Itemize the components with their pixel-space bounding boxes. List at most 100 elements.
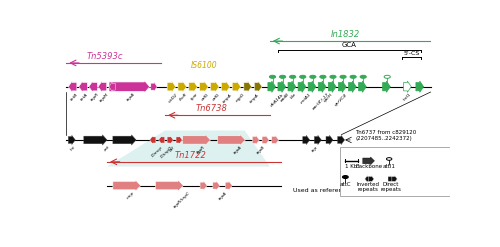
Text: attC: attC <box>340 182 351 186</box>
Text: tnpM: tnpM <box>99 92 110 103</box>
Polygon shape <box>150 136 156 144</box>
Text: Used as reference: Used as reference <box>293 188 350 193</box>
Text: Tn1722: Tn1722 <box>174 151 206 160</box>
Polygon shape <box>200 181 207 190</box>
Text: Direct
repeats: Direct repeats <box>380 182 402 192</box>
Polygon shape <box>176 136 182 144</box>
Polygon shape <box>288 81 296 92</box>
Polygon shape <box>98 81 106 92</box>
Polygon shape <box>167 81 175 92</box>
Polygon shape <box>222 81 230 92</box>
Text: tnpA: tnpA <box>233 145 243 155</box>
Text: tnpR: tnpR <box>196 145 206 155</box>
Text: orfG: orfG <box>200 92 210 102</box>
Text: Tn6737 from c829120
(2207485..2242372): Tn6737 from c829120 (2207485..2242372) <box>355 130 416 141</box>
Polygon shape <box>109 82 115 91</box>
Polygon shape <box>388 175 394 182</box>
Polygon shape <box>404 81 411 92</box>
Text: GCA: GCA <box>342 42 356 48</box>
Polygon shape <box>151 82 157 91</box>
Polygon shape <box>382 81 390 92</box>
Text: 'Dmcp: 'Dmcp <box>151 145 164 158</box>
Text: attI1: attI1 <box>382 164 396 168</box>
Text: tnpA: tnpA <box>126 92 136 103</box>
FancyBboxPatch shape <box>340 147 450 196</box>
Circle shape <box>340 75 346 78</box>
Polygon shape <box>113 135 136 145</box>
Polygon shape <box>318 81 326 92</box>
Circle shape <box>300 75 306 78</box>
Polygon shape <box>68 81 77 92</box>
Circle shape <box>270 75 276 78</box>
Circle shape <box>350 75 356 78</box>
Text: tetB: tetB <box>70 92 79 102</box>
Polygon shape <box>68 135 75 144</box>
Text: tmpA: tmpA <box>222 92 234 103</box>
Polygon shape <box>232 81 241 92</box>
Polygon shape <box>303 135 310 144</box>
Polygon shape <box>365 175 370 182</box>
Text: zot: zot <box>103 145 110 153</box>
Circle shape <box>280 75 285 78</box>
Text: tnpR: tnpR <box>90 92 100 103</box>
Polygon shape <box>272 135 278 144</box>
Polygon shape <box>210 81 219 92</box>
Text: 'DtnpO: 'DtnpO <box>160 145 174 159</box>
Text: IntI1: IntI1 <box>402 92 412 102</box>
Polygon shape <box>308 81 316 92</box>
Text: mcp: mcp <box>126 191 136 200</box>
Text: qacH: qacH <box>323 92 334 103</box>
Polygon shape <box>314 135 322 144</box>
Text: aadB: aadB <box>280 92 290 103</box>
Polygon shape <box>182 134 210 145</box>
Polygon shape <box>79 81 88 92</box>
Polygon shape <box>218 134 246 145</box>
Polygon shape <box>200 81 208 92</box>
Polygon shape <box>298 81 306 92</box>
Polygon shape <box>278 81 285 92</box>
Text: Tn6738: Tn6738 <box>196 104 228 113</box>
Text: cqpG: cqpG <box>235 92 246 103</box>
Text: Int: Int <box>70 145 77 152</box>
Text: cmlA1: cmlA1 <box>300 92 312 105</box>
Polygon shape <box>268 81 276 92</box>
Polygon shape <box>109 80 150 93</box>
Polygon shape <box>156 180 184 191</box>
Polygon shape <box>167 136 173 144</box>
Circle shape <box>290 75 296 78</box>
Polygon shape <box>416 81 424 92</box>
Text: 5'-CS: 5'-CS <box>403 51 419 56</box>
Text: flioR: flioR <box>179 92 188 102</box>
Text: tyar: tyar <box>190 92 198 102</box>
Polygon shape <box>348 81 356 92</box>
Circle shape <box>310 75 316 78</box>
Polygon shape <box>338 135 344 144</box>
Text: tnpB: tnpB <box>256 145 266 155</box>
Polygon shape <box>368 175 374 182</box>
Polygon shape <box>113 180 141 191</box>
Circle shape <box>320 75 326 78</box>
Text: virD2: virD2 <box>168 92 179 103</box>
Polygon shape <box>326 135 333 144</box>
Text: tnpR/tnpC: tnpR/tnpC <box>173 191 192 209</box>
Polygon shape <box>262 135 269 144</box>
Polygon shape <box>178 81 186 92</box>
Polygon shape <box>363 157 374 165</box>
Text: tetA: tetA <box>80 92 89 102</box>
Polygon shape <box>338 81 346 92</box>
Text: orfG: orfG <box>212 92 220 102</box>
Text: Inverted
repeats: Inverted repeats <box>356 182 380 192</box>
Polygon shape <box>158 136 165 144</box>
Polygon shape <box>225 181 232 190</box>
Polygon shape <box>392 175 398 182</box>
Polygon shape <box>358 81 366 92</box>
Text: tmpA: tmpA <box>248 92 260 103</box>
Text: 1 Kb: 1 Kb <box>346 164 358 168</box>
Text: dfrA14b: dfrA14b <box>270 92 285 107</box>
Text: tnpA: tnpA <box>218 191 228 201</box>
Polygon shape <box>89 81 98 92</box>
Circle shape <box>360 75 366 78</box>
Circle shape <box>330 75 336 78</box>
Text: In1832: In1832 <box>331 30 360 39</box>
Circle shape <box>342 176 348 178</box>
